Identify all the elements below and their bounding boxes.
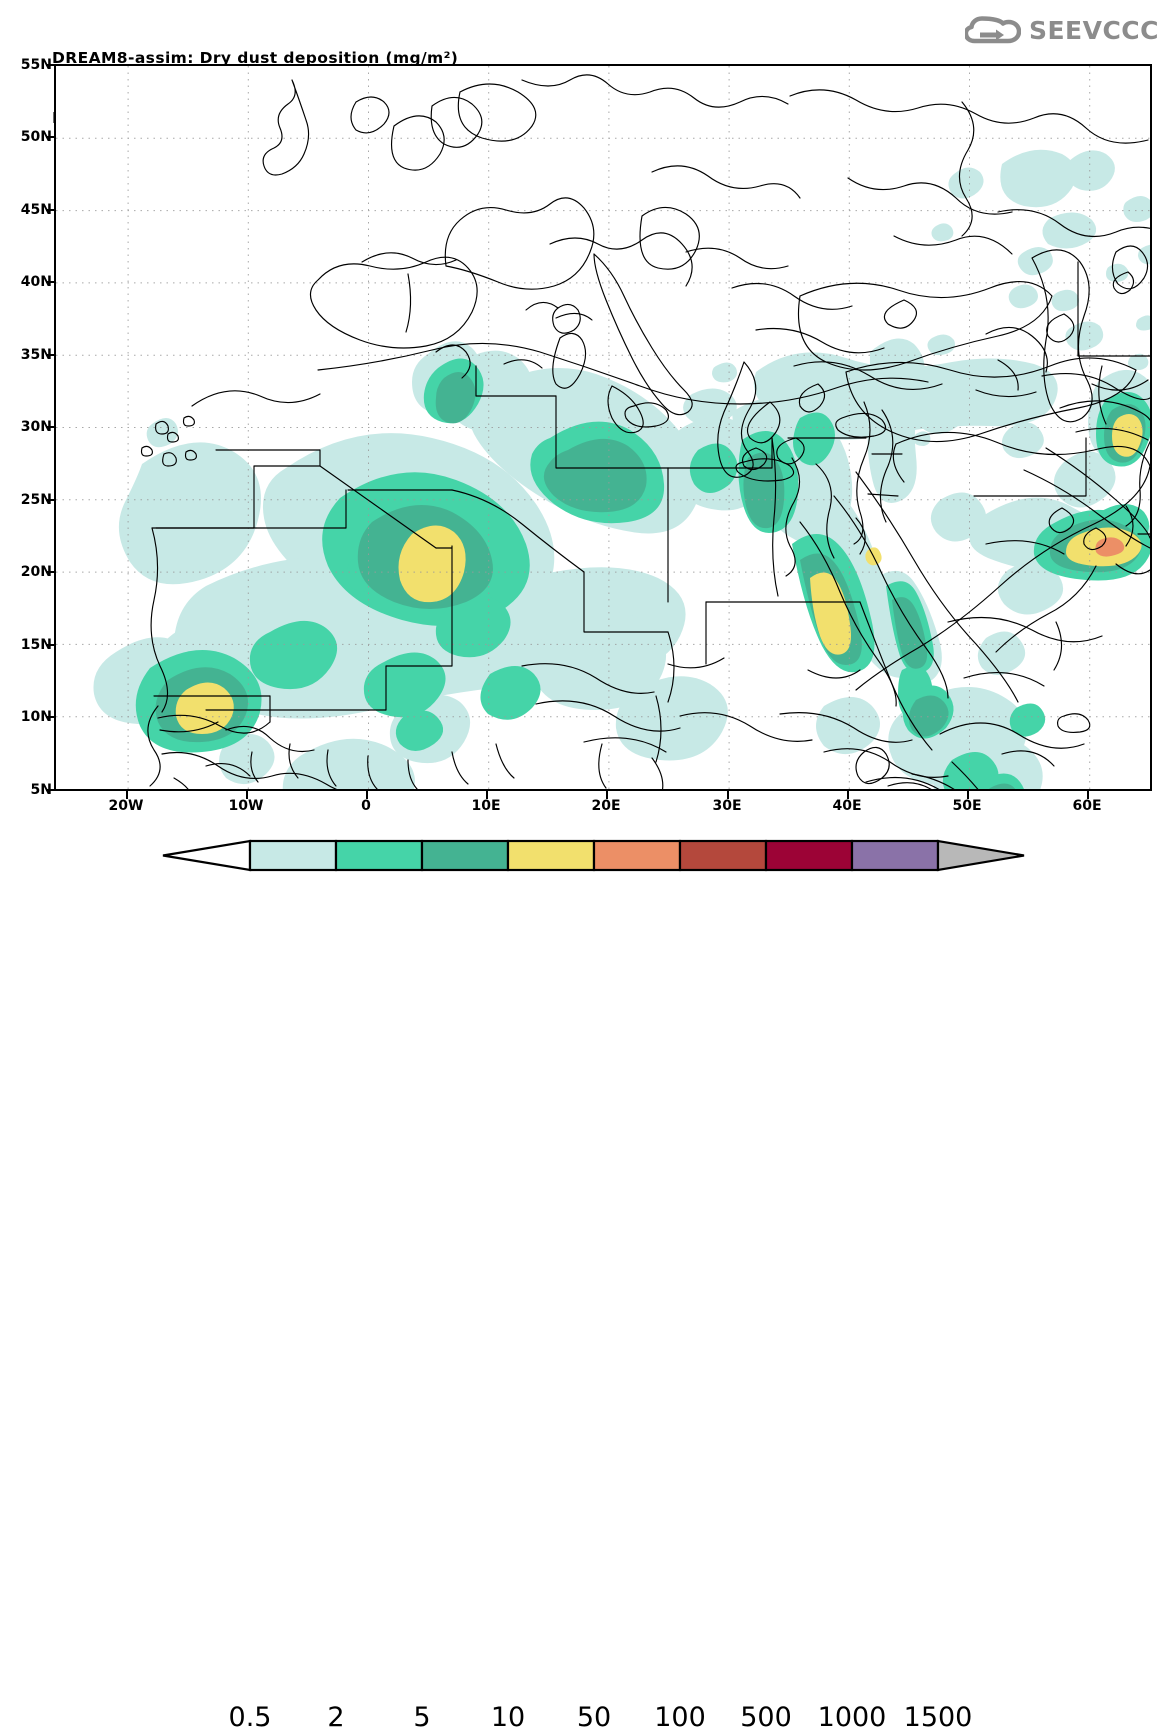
colorbar-tick-1000: 1000 [817, 1702, 887, 1733]
lat-tick [46, 281, 54, 283]
colorbar-tick-10: 10 [490, 1702, 526, 1733]
colorbar-band-100-500 [678, 839, 768, 872]
lat-label-45N: 45N [20, 202, 52, 218]
colorbar-tick-2: 2 [327, 1702, 345, 1733]
lat-tick [46, 499, 54, 501]
lat-label-35N: 35N [20, 347, 52, 363]
cloud-arrow-icon [964, 16, 1021, 44]
lon-tick [967, 791, 969, 799]
lon-label-20E: 20E [591, 798, 621, 814]
dust-concentration-map [56, 66, 1150, 789]
colorbar[interactable]: 0.5 2 5 10 50 100 500 1000 1500 [0, 836, 1165, 1733]
lat-tick [46, 644, 54, 646]
colorbar-tick-50: 50 [576, 1702, 612, 1733]
colorbar-band-5-10 [420, 839, 510, 872]
lon-tick [366, 791, 368, 799]
header: DREAM8-assim: Dry dust deposition (mg/m²… [0, 0, 1165, 128]
lon-label-30E: 30E [712, 798, 742, 814]
lat-tick [46, 571, 54, 573]
lat-tick [46, 64, 54, 66]
lon-label-20W: 20W [108, 798, 144, 814]
lat-tick [46, 789, 54, 791]
map-boundaries [140, 74, 1150, 789]
lat-label-20N: 20N [20, 564, 52, 580]
colorbar-band-50-100 [592, 839, 682, 872]
lat-tick [46, 209, 54, 211]
lon-label-40E: 40E [832, 798, 862, 814]
lon-label-10W: 10W [228, 798, 264, 814]
lat-tick [46, 136, 54, 138]
lat-tick [46, 716, 54, 718]
colorbar-band-0p5-2 [248, 839, 338, 872]
colorbar-bands [162, 839, 1025, 872]
logo-text: SEEVCCC [1028, 15, 1159, 45]
lon-label-60E: 60E [1072, 798, 1102, 814]
lon-tick [486, 791, 488, 799]
lon-tick [1087, 791, 1089, 799]
lon-tick [126, 791, 128, 799]
lat-label-10N: 10N [20, 709, 52, 725]
colorbar-under-arrow [162, 839, 252, 872]
seevccc-logo: SEEVCCC [964, 14, 1159, 46]
colorbar-band-10-50 [506, 839, 596, 872]
colorbar-band-500-1000 [764, 839, 854, 872]
lon-tick [606, 791, 608, 799]
lat-tick [46, 426, 54, 428]
lon-label-0: 0 [361, 798, 371, 814]
colorbar-tick-100: 100 [654, 1702, 706, 1733]
contour-band-50-100 [1095, 537, 1125, 557]
map-plot-area[interactable] [54, 64, 1152, 791]
colorbar-band-2-5 [334, 839, 424, 872]
lon-tick [727, 791, 729, 799]
lat-label-40N: 40N [20, 274, 52, 290]
lat-label-25N: 25N [20, 492, 52, 508]
colorbar-band-1000-1500 [850, 839, 940, 872]
title-variable-line: DREAM8-assim: Dry dust deposition (mg/m²… [52, 49, 459, 67]
colorbar-over-arrow [936, 839, 1025, 872]
lon-label-10E: 10E [471, 798, 501, 814]
lon-tick [246, 791, 248, 799]
lon-tick [847, 791, 849, 799]
colorbar-tick-500: 500 [740, 1702, 792, 1733]
lat-label-5N: 5N [30, 782, 52, 798]
lat-label-15N: 15N [20, 637, 52, 653]
colorbar-tick-0p5: 0.5 [228, 1702, 272, 1733]
gridlines [56, 66, 1150, 789]
lat-label-55N: 55N [20, 57, 52, 73]
lat-tick [46, 354, 54, 356]
colorbar-tick-5: 5 [413, 1702, 431, 1733]
lat-label-30N: 30N [20, 419, 52, 435]
lat-label-50N: 50N [20, 129, 52, 145]
lon-label-50E: 50E [952, 798, 982, 814]
colorbar-tick-1500: 1500 [903, 1702, 973, 1733]
